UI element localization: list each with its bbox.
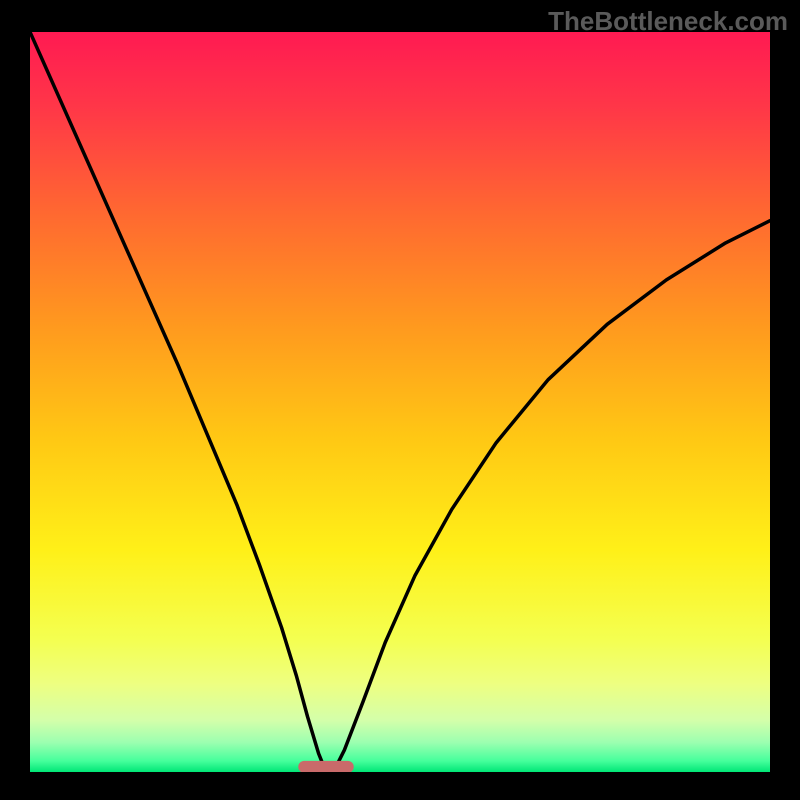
watermark-text: TheBottleneck.com <box>548 6 788 37</box>
minimum-marker <box>298 761 354 772</box>
plot-area <box>30 32 770 772</box>
chart-container: { "watermark": { "text": "TheBottleneck.… <box>0 0 800 800</box>
bottleneck-curve <box>30 32 770 772</box>
curve-layer <box>30 32 770 772</box>
